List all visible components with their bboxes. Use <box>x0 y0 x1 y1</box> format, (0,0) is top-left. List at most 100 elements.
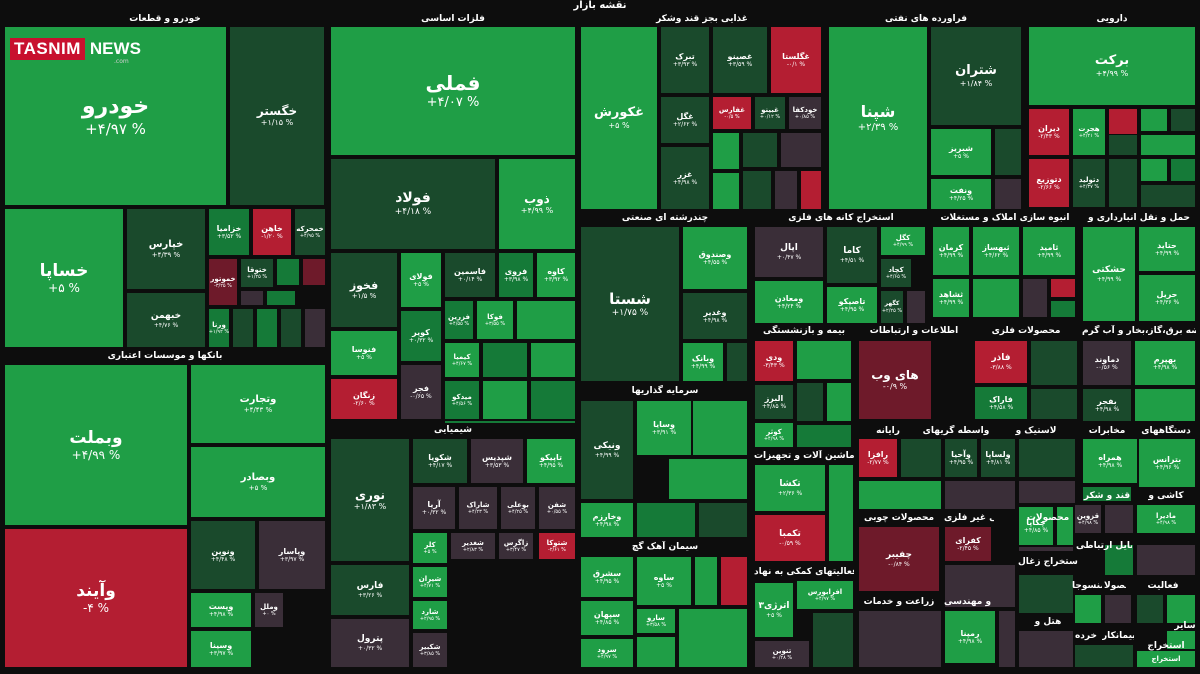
tile-stock[interactable]: خزامیا +۳/۵۲ % <box>208 208 250 256</box>
tile-stock[interactable]: وآیند -۴ % <box>4 528 188 668</box>
tile-stock[interactable]: شغدیر +۲/۸۳ % <box>450 532 496 560</box>
tile-stock[interactable]: ورنا +۱/۹۲ % <box>208 308 230 348</box>
tile-stock[interactable]: کگل +۴/۹۹ % <box>880 226 926 256</box>
tile-stock[interactable]: کویر +۰/۳۲ % <box>400 310 442 362</box>
tile-stock[interactable]: شیران +۴/۷۱ % <box>412 566 448 598</box>
tile-stock[interactable]: شتران +۱/۸۴ % <box>930 26 1022 126</box>
tile-stock[interactable]: شبریز +۵ % <box>930 128 992 176</box>
tile-stock[interactable]: فولاد +۴/۱۸ % <box>330 158 496 250</box>
tile-stock[interactable]: وغدیر +۴/۹۸ % <box>682 292 748 340</box>
tile-stock[interactable]: غکورش +۵ % <box>580 26 658 210</box>
tile-stock[interactable]: حشکتی +۴/۹۹ % <box>1082 226 1136 322</box>
tile-stock[interactable]: تکشا +۲/۳۶ % <box>754 464 826 512</box>
tile-stock[interactable]: شارد +۲/۹۵ % <box>412 600 448 630</box>
tile-stock[interactable]: کرمان +۴/۹۹ % <box>932 226 970 276</box>
tile-stock[interactable]: ولساپا +۴/۸۱ % <box>980 438 1016 478</box>
tile-stock[interactable]: فخوز +۱/۵ % <box>330 252 398 328</box>
tile-stock[interactable]: کلر +۵ % <box>412 532 448 564</box>
tile-stock[interactable]: وبصادر +۵ % <box>190 446 326 518</box>
tile-stock[interactable]: غگلستا -۰/۱ % <box>770 26 822 94</box>
tile-stock[interactable]: کاما +۴/۵۱ % <box>826 226 878 284</box>
tile-stock[interactable]: وپست +۴/۹۸ % <box>190 592 252 628</box>
tile-stock[interactable]: حتاید +۴/۹۹ % <box>1138 226 1196 272</box>
tile-stock[interactable]: فولای +۵ % <box>400 252 442 308</box>
tile-stock[interactable]: غگل +۲/۶۲ % <box>660 96 710 144</box>
tile-stock[interactable]: قزوین +۴/۹۸ % <box>1074 504 1102 534</box>
tile-stock[interactable]: ختوقا +۱/۲۵ % <box>240 258 274 288</box>
tile-stock[interactable]: خبهمن +۴/۷۶ % <box>126 292 206 348</box>
tile-stock[interactable]: خموتور -۳/۲۵ % <box>208 258 238 306</box>
tile-stock[interactable]: دماوند -۰/۵۶ % <box>1082 340 1132 386</box>
tile-stock[interactable]: کیمیا +۴/۶۷ % <box>444 342 480 378</box>
tile-stock[interactable]: زنگان -۲/۶۰ % <box>330 378 398 420</box>
tile-stock[interactable]: شتوکا -۲/۶۱ % <box>538 532 576 560</box>
tile-stock[interactable]: سشرق +۴/۹۵ % <box>580 556 634 598</box>
tile-stock[interactable]: ثشاهد +۴/۹۹ % <box>932 278 970 318</box>
tile-stock[interactable]: فاسمین +۰/۱۴ % <box>444 252 496 298</box>
tile-stock[interactable]: فنوسا +۵ % <box>330 330 398 376</box>
tile-stock[interactable]: وملل +۰ % <box>254 592 284 628</box>
tile-stock[interactable]: تنوین +۰/۲۸ % <box>754 640 810 668</box>
tile-stock[interactable]: رمپنا +۴/۹۸ % <box>944 610 996 664</box>
tile-stock[interactable]: کفرای -۲/۴۵ % <box>944 526 992 562</box>
tile-stock[interactable]: افرابورس +۴/۹۷ % <box>796 580 854 610</box>
tile-stock[interactable]: فملی +۴/۰۷ % <box>330 26 576 156</box>
tile-stock[interactable]: ومعادن +۴/۲۴ % <box>754 280 824 324</box>
tile-stock[interactable]: آریا +۰/۳۲ % <box>412 486 456 530</box>
tile-stock[interactable]: شکویا +۴/۱۷ % <box>412 438 468 484</box>
tile-stock[interactable]: دیران -۲/۴۳ % <box>1028 108 1070 156</box>
tile-stock[interactable]: وپاسار +۳/۹۷ % <box>258 520 326 590</box>
tile-stock[interactable]: وسایا +۳/۹۱ % <box>636 400 692 456</box>
tile-stock[interactable]: تاپیکو +۴/۹۵ % <box>526 438 576 484</box>
tile-stock[interactable]: هجرت +۴/۲۱ % <box>1072 108 1106 156</box>
tile-stock[interactable]: تبرک +۳/۹۳ % <box>660 26 710 94</box>
tile-stock[interactable]: سارو +۳/۵۸ % <box>636 608 676 634</box>
tile-stock[interactable]: رافزا -۲/۷۷ % <box>858 438 898 478</box>
tile-stock[interactable]: نوری +۱/۸۳ % <box>330 438 410 562</box>
tile-stock[interactable]: البرز +۴/۸۵ % <box>754 384 794 420</box>
tile-stock[interactable]: خگستر +۱/۱۵ % <box>229 26 325 206</box>
tile-stock[interactable]: ونوین +۴/۴۸ % <box>190 520 256 590</box>
tile-stock[interactable]: غصینو +۳/۵۹ % <box>712 26 768 94</box>
tile-stock[interactable]: خساپا +۵ % <box>4 208 124 348</box>
tile-stock[interactable]: ساوه +۵ % <box>636 556 692 606</box>
tile-stock[interactable]: بهپرم +۴/۹۸ % <box>1134 340 1196 386</box>
tile-stock[interactable]: شپنا +۲/۳۹ % <box>828 26 928 210</box>
tile-stock[interactable]: میدکو +۴/۵۶ % <box>444 380 480 420</box>
tile-stock[interactable]: غزر +۴/۹۸ % <box>660 146 710 210</box>
tile-stock[interactable]: فاراک +۴/۵۸ % <box>974 386 1028 420</box>
tile-stock[interactable]: ونفت +۴/۲۵ % <box>930 178 992 210</box>
tile-stock[interactable]: همراه +۴/۹۸ % <box>1082 438 1138 484</box>
tile-stock[interactable]: فروی +۳/۹۸ % <box>498 252 534 298</box>
tile-stock[interactable]: کوثر +۴/۹۸ % <box>754 422 794 448</box>
tile-stock[interactable]: ثامید +۴/۹۹ % <box>1022 226 1076 276</box>
tile-stock[interactable]: کاوه +۳/۹۲ % <box>536 252 576 298</box>
tile-stock[interactable]: غفارس -۰/۵ % <box>712 96 752 130</box>
tile-stock[interactable]: چفیبر -۰/۸۴ % <box>858 526 940 592</box>
tile-stock[interactable]: دتوزیع -۲/۶۶ % <box>1028 158 1070 208</box>
tile-stock[interactable]: شاراک +۴/۲۳ % <box>458 486 498 530</box>
tile-stock[interactable]: بترانس +۴/۹۶ % <box>1138 438 1196 488</box>
tile-stock[interactable]: وبانک +۴/۹۹ % <box>682 342 724 382</box>
tile-stock[interactable]: پترول +۰/۳۲ % <box>330 618 410 668</box>
tile-stock[interactable]: چکاپا +۴/۸۵ % <box>1018 506 1054 546</box>
tile-stock[interactable]: فجر -۰/۶۵ % <box>400 364 442 420</box>
tile-stock[interactable]: غبینو +۰/۱۲ % <box>754 96 786 130</box>
tile-stock[interactable]: سپهان +۴/۸۵ % <box>580 600 634 636</box>
tile-stock[interactable]: اپال +۰/۴۷ % <box>754 226 824 278</box>
tile-stock[interactable]: استخراج <box>1136 650 1196 668</box>
tile-stock[interactable]: فارس +۳/۲۶ % <box>330 564 410 616</box>
tile-stock[interactable]: وآحیا +۴/۹۵ % <box>944 438 978 478</box>
tile-stock[interactable]: شفن +۰/۵۵ % <box>538 486 576 530</box>
tile-stock[interactable]: خودکفا +۰/۸۵ % <box>788 96 822 130</box>
tile-stock[interactable]: فاذر -۳/۸۸ % <box>974 340 1028 384</box>
tile-stock[interactable]: سرود +۴/۹۷ % <box>580 638 634 668</box>
tile-stock[interactable]: مادیرا +۴/۹۸ % <box>1136 504 1196 534</box>
tile-stock[interactable]: وصندوق +۴/۵۵ % <box>682 226 748 290</box>
tile-stock[interactable]: وسینا +۳/۹۷ % <box>190 630 252 668</box>
tile-stock[interactable]: بفجر +۴/۹۸ % <box>1082 388 1132 422</box>
tile-stock[interactable]: وتجارت +۴/۴۳ % <box>190 364 326 444</box>
tile-stock[interactable]: زاگرس +۳/۴۷ % <box>498 532 534 560</box>
tile-stock[interactable]: بوعلی +۴/۲۵ % <box>500 486 536 530</box>
tile-stock[interactable]: ثبهساز +۴/۶۲ % <box>972 226 1020 276</box>
